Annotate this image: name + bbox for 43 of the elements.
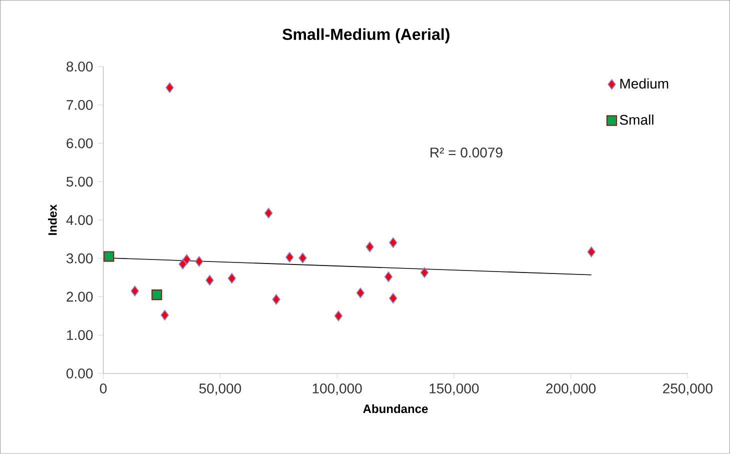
y-tick-label: 1.00 (67, 330, 93, 340)
point (384, 272, 393, 282)
y-tick-label: 0.00 (66, 368, 93, 379)
annotation: R² = 0.0079 (430, 148, 502, 158)
point (389, 237, 398, 248)
point (272, 294, 280, 305)
x-tick-label: 0 (100, 384, 107, 394)
point (298, 252, 307, 264)
point (366, 242, 374, 252)
legend-label: Medium (620, 78, 668, 89)
point (130, 286, 139, 296)
x-tick-label: 150,000 (430, 384, 479, 396)
chart-title: Small-Medium (Aerial) (282, 28, 450, 44)
point (264, 208, 273, 218)
y-tick-label: 5.00 (66, 176, 93, 187)
point (195, 256, 204, 267)
point (587, 246, 596, 258)
y-tick-label: 3.00 (66, 254, 93, 264)
x-tick-label: 250,000 (663, 384, 712, 396)
point (160, 310, 169, 321)
point (178, 258, 187, 270)
y-tick-label: 7.00 (66, 100, 93, 110)
point (420, 267, 429, 278)
point (104, 251, 114, 262)
point (206, 275, 214, 286)
y-tick-label: 2.00 (66, 292, 93, 302)
point (228, 273, 236, 284)
x-axis-title: Abundance (363, 404, 428, 414)
y-tick-label: 6.00 (66, 138, 93, 148)
y-axis-title: Index (48, 204, 57, 236)
point (389, 293, 398, 304)
y-tick-label: 8.00 (66, 62, 93, 72)
legend-label: Small (620, 114, 654, 125)
y-tick-label: 4.00 (66, 215, 93, 226)
point (182, 254, 191, 265)
point (334, 310, 343, 322)
point (286, 252, 294, 263)
point (152, 290, 162, 300)
point (166, 82, 174, 94)
x-tick-label: 200,000 (546, 384, 596, 396)
point (356, 288, 364, 298)
x-tick-label: 50,000 (199, 384, 242, 396)
x-tick-label: 100,000 (312, 384, 362, 396)
